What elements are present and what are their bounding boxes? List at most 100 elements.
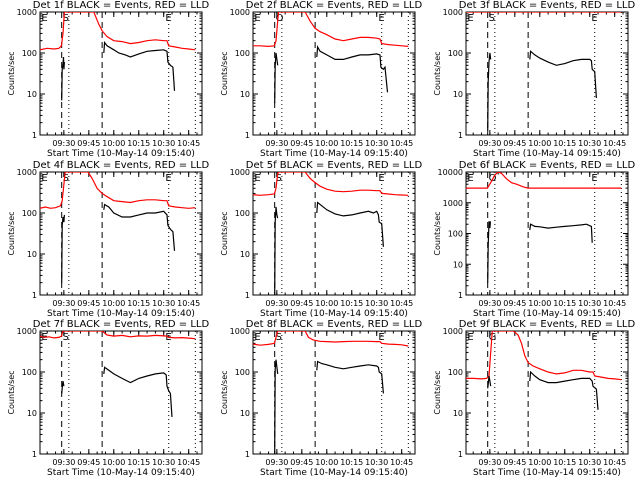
y-tick-label: 1 — [32, 131, 37, 140]
x-tick-label: 10:30 — [152, 139, 175, 148]
panel-title: Det 5f BLACK = Events, RED = LLD — [246, 160, 423, 171]
panel-title: Det 8f BLACK = Events, RED = LLD — [246, 319, 423, 330]
events-series-line — [61, 40, 176, 101]
y-axis-label: Counts/sec — [433, 370, 442, 414]
panel-9: Det 9f BLACK = Events, RED = LLD 1 10 100 10… — [433, 319, 635, 478]
events-series-line — [487, 50, 597, 132]
lld-series-line — [253, 12, 409, 48]
y-tick-label: 10000 — [438, 168, 463, 177]
x-tick-label: 10:15 — [553, 299, 576, 308]
panel-3: Det 3f BLACK = Events, RED = LLD 1 10 100 10… — [433, 0, 635, 159]
x-axis-label: Start Time (10-May-14 09:15:40) — [47, 149, 195, 159]
y-tick-label: 10 — [240, 250, 250, 259]
flag-letter: S — [276, 332, 282, 343]
y-tick-label: 100 — [22, 368, 37, 377]
y-tick-label: 1 — [458, 131, 463, 140]
x-tick-label: 09:30 — [265, 139, 288, 148]
y-axis-label: Counts/sec — [433, 51, 442, 95]
marker-letter: E — [378, 173, 384, 184]
y-tick-label: 1 — [32, 291, 37, 300]
marker-letter: E — [467, 13, 473, 24]
panel-1: Det 1f BLACK = Events, RED = LLD 1 10 100 10… — [7, 0, 209, 159]
marker-letter: E — [378, 13, 384, 24]
x-tick-label: 09:45 — [503, 139, 526, 148]
x-tick-label: 10:00 — [315, 299, 338, 308]
marker-letter: E — [254, 13, 260, 24]
y-tick-label: 10 — [240, 90, 250, 99]
flag-letter: S — [276, 173, 282, 184]
marker-letter: E — [467, 332, 473, 343]
x-tick-label: 10:30 — [578, 458, 601, 467]
x-axis-label: Start Time (10-May-14 09:15:40) — [260, 309, 408, 319]
panel-title: Det 4f BLACK = Events, RED = LLD — [33, 160, 210, 171]
marker-letter: E — [591, 332, 597, 343]
events-series-line — [487, 370, 599, 410]
flag-letter: S — [63, 13, 69, 24]
x-tick-label: 10:15 — [340, 458, 363, 467]
x-tick-label: 10:30 — [365, 299, 388, 308]
x-tick-label: 10:45 — [177, 458, 200, 467]
x-tick-label: 09:30 — [52, 299, 75, 308]
x-tick-label: 10:30 — [152, 458, 175, 467]
y-axis-label: Counts/sec — [220, 51, 229, 95]
plot-frame — [465, 330, 629, 455]
y-tick-label: 100 — [235, 209, 250, 218]
x-tick-label: 09:45 — [503, 299, 526, 308]
marker-letter: E — [165, 173, 171, 184]
x-tick-label: 10:45 — [603, 299, 626, 308]
y-tick-label: 100 — [448, 49, 463, 58]
x-tick-label: 09:45 — [77, 299, 100, 308]
lld-series-line — [40, 12, 196, 51]
x-tick-label: 09:30 — [478, 458, 501, 467]
panel-7: Det 7f BLACK = Events, RED = LLD 1 10 100 10… — [7, 319, 209, 478]
y-tick-label: 1 — [245, 131, 250, 140]
y-tick-label: 1 — [245, 450, 250, 459]
plot-frame — [465, 171, 629, 296]
y-tick-label: 100 — [235, 49, 250, 58]
y-tick-label: 10 — [453, 409, 463, 418]
panel-title: Det 1f BLACK = Events, RED = LLD — [33, 0, 210, 11]
panel-title: Det 9f BLACK = Events, RED = LLD — [459, 319, 636, 330]
flag-letter: G — [489, 332, 497, 343]
marker-letter: E — [591, 13, 597, 24]
x-tick-label: 09:30 — [478, 299, 501, 308]
panel-5: Det 5f BLACK = Events, RED = LLD 1 10 100 10… — [220, 160, 422, 319]
x-tick-label: 10:30 — [578, 139, 601, 148]
panel-title: Det 7f BLACK = Events, RED = LLD — [33, 319, 210, 330]
x-axis-label: Start Time (10-May-14 09:15:40) — [473, 309, 621, 319]
events-series-line — [487, 221, 593, 283]
x-tick-label: 09:45 — [290, 299, 313, 308]
y-tick-label: 1000 — [443, 8, 463, 17]
events-series-line — [61, 366, 173, 418]
x-tick-label: 10:45 — [177, 139, 200, 148]
flag-letter: S — [63, 332, 69, 343]
x-axis-label: Start Time (10-May-14 09:15:40) — [47, 468, 195, 478]
x-tick-label: 10:00 — [528, 458, 551, 467]
lld-series-line — [253, 172, 409, 196]
marker-letter: E — [254, 332, 260, 343]
y-tick-label: 1 — [458, 291, 463, 300]
x-tick-label: 10:30 — [578, 299, 601, 308]
y-tick-label: 1000 — [17, 8, 37, 17]
lld-series-line — [40, 331, 196, 340]
x-tick-label: 10:45 — [390, 458, 413, 467]
y-axis-label: Counts/sec — [7, 370, 16, 414]
marker-letter: E — [467, 173, 473, 184]
x-tick-label: 10:15 — [127, 139, 150, 148]
events-series-line — [274, 201, 384, 295]
x-tick-label: 09:30 — [265, 458, 288, 467]
x-tick-label: 10:15 — [340, 139, 363, 148]
y-axis-label: Counts/sec — [7, 51, 16, 95]
flag-letter: S — [63, 173, 69, 184]
panel-4: Det 4f BLACK = Events, RED = LLD 1 10 100 10… — [7, 160, 209, 319]
y-tick-label: 100 — [448, 368, 463, 377]
x-tick-label: 10:15 — [127, 458, 150, 467]
marker-letter: E — [165, 13, 171, 24]
marker-letter: E — [254, 173, 260, 184]
lld-series-line — [40, 172, 196, 209]
marker-letter: E — [591, 173, 597, 184]
flag-letter: O — [276, 13, 284, 24]
x-tick-label: 09:30 — [52, 139, 75, 148]
x-tick-label: 10:45 — [603, 458, 626, 467]
x-tick-label: 10:00 — [102, 139, 125, 148]
